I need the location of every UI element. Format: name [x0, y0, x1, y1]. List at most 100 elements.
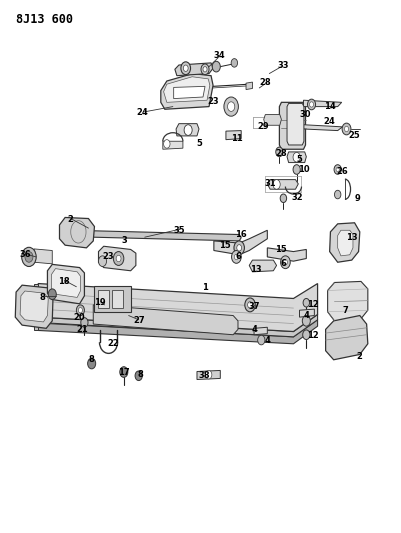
Circle shape	[335, 167, 338, 172]
Text: 6: 6	[235, 253, 240, 261]
Circle shape	[25, 252, 33, 262]
Polygon shape	[286, 152, 306, 163]
Circle shape	[200, 64, 209, 75]
Polygon shape	[174, 63, 213, 76]
Circle shape	[334, 190, 340, 199]
Text: 24: 24	[136, 109, 148, 117]
Polygon shape	[38, 314, 317, 337]
Text: 24: 24	[323, 117, 335, 126]
Polygon shape	[163, 77, 209, 102]
Circle shape	[341, 123, 350, 135]
Circle shape	[279, 194, 286, 203]
Text: 6: 6	[280, 260, 286, 268]
Circle shape	[76, 305, 84, 316]
Text: 7: 7	[341, 306, 347, 314]
Polygon shape	[299, 309, 314, 317]
Circle shape	[344, 126, 348, 132]
Polygon shape	[93, 305, 237, 335]
Text: 37: 37	[248, 302, 259, 311]
Circle shape	[116, 255, 121, 262]
Polygon shape	[196, 370, 220, 379]
Circle shape	[205, 370, 211, 379]
Bar	[111, 290, 123, 308]
Circle shape	[22, 247, 36, 266]
Text: 34: 34	[213, 52, 224, 60]
Circle shape	[283, 260, 287, 265]
Polygon shape	[160, 74, 213, 109]
Polygon shape	[325, 316, 367, 360]
Circle shape	[203, 67, 207, 72]
Text: 2: 2	[356, 352, 362, 360]
Text: 23: 23	[103, 253, 114, 261]
Text: 5: 5	[296, 156, 302, 164]
Text: 13: 13	[250, 265, 261, 273]
Text: 25: 25	[348, 132, 360, 140]
Circle shape	[113, 252, 124, 265]
Polygon shape	[253, 327, 267, 335]
Polygon shape	[327, 281, 367, 321]
Text: 27: 27	[133, 317, 144, 325]
Text: 16: 16	[235, 230, 247, 239]
Circle shape	[231, 59, 237, 67]
Text: 38: 38	[198, 372, 209, 380]
Polygon shape	[303, 125, 342, 131]
Circle shape	[81, 318, 88, 327]
Text: 2: 2	[67, 215, 73, 224]
Polygon shape	[15, 285, 53, 328]
Polygon shape	[20, 291, 48, 322]
Polygon shape	[263, 115, 281, 125]
Text: 8J13 600: 8J13 600	[16, 13, 73, 26]
Text: 18: 18	[59, 277, 70, 286]
Circle shape	[183, 65, 188, 71]
Polygon shape	[249, 260, 276, 272]
Text: 3: 3	[122, 237, 127, 245]
Circle shape	[302, 330, 309, 340]
Text: 14: 14	[323, 102, 335, 111]
Text: 13: 13	[345, 233, 356, 241]
Circle shape	[236, 245, 241, 251]
Text: 20: 20	[74, 313, 85, 321]
Text: 28: 28	[259, 78, 270, 87]
Circle shape	[180, 62, 190, 75]
Polygon shape	[286, 103, 303, 145]
Text: 30: 30	[299, 110, 310, 119]
Bar	[97, 290, 109, 308]
Circle shape	[302, 316, 310, 326]
Circle shape	[78, 308, 82, 313]
Text: 15: 15	[219, 241, 231, 249]
Circle shape	[227, 102, 234, 111]
Bar	[94, 286, 130, 312]
Text: 12: 12	[306, 332, 318, 340]
Polygon shape	[162, 141, 182, 149]
Text: 32: 32	[291, 193, 302, 201]
Polygon shape	[267, 248, 306, 261]
Circle shape	[307, 99, 315, 110]
Polygon shape	[34, 284, 38, 330]
Text: 10: 10	[298, 165, 309, 174]
Polygon shape	[337, 230, 352, 256]
Circle shape	[244, 298, 255, 312]
Text: 23: 23	[207, 97, 218, 106]
Text: 1: 1	[202, 284, 207, 292]
Circle shape	[275, 147, 282, 157]
Text: 17: 17	[118, 368, 129, 376]
Text: 22: 22	[107, 340, 119, 348]
Circle shape	[135, 371, 142, 381]
Circle shape	[223, 97, 238, 116]
Polygon shape	[245, 82, 252, 90]
Text: 33: 33	[277, 61, 288, 70]
Text: 31: 31	[264, 180, 275, 188]
Circle shape	[272, 180, 279, 189]
Polygon shape	[173, 86, 205, 99]
Text: 8: 8	[138, 370, 143, 378]
Circle shape	[333, 165, 340, 174]
Polygon shape	[51, 269, 80, 297]
Circle shape	[119, 367, 128, 377]
Circle shape	[257, 335, 264, 345]
Polygon shape	[38, 284, 317, 332]
Text: 21: 21	[76, 325, 88, 334]
Circle shape	[231, 251, 241, 263]
Polygon shape	[213, 230, 267, 255]
Polygon shape	[303, 100, 341, 107]
Circle shape	[292, 165, 300, 174]
